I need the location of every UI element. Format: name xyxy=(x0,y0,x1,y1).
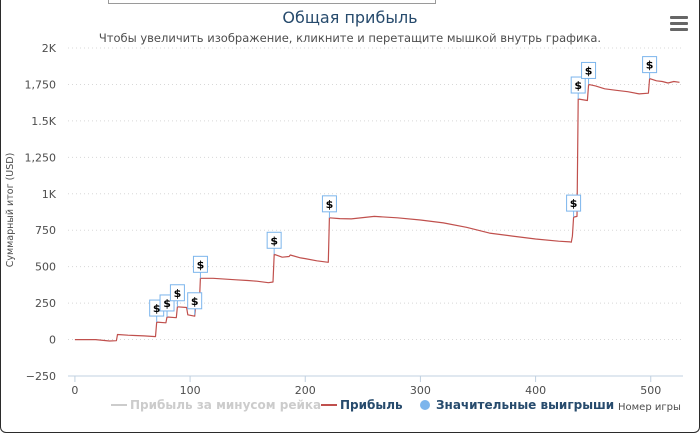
x-tick-label: 0 xyxy=(71,384,78,397)
big-win-flag: $ xyxy=(169,284,185,307)
y-tick-label: 1,250 xyxy=(25,151,57,164)
big-win-flag: $ xyxy=(642,56,658,79)
big-win-flag: $ xyxy=(321,195,337,218)
x-tick-label: 500 xyxy=(640,384,661,397)
menu-bar xyxy=(670,28,688,31)
grid-lines xyxy=(68,47,683,377)
flag-label: $ xyxy=(646,59,654,72)
top-scrollbar-strip xyxy=(108,0,436,4)
flag-box xyxy=(187,292,203,310)
flag-box xyxy=(642,56,658,74)
profit-series-line xyxy=(74,77,680,342)
x-axis: 0 100 200 300 400 500 xyxy=(68,375,683,397)
flag-label: $ xyxy=(191,295,199,308)
flag-label: $ xyxy=(570,197,578,210)
flag-label: $ xyxy=(174,287,182,300)
legend-label-minus-rake: Прибыль за минусом рейка xyxy=(130,398,322,412)
legend-label-big-wins: Значительные выигрыши xyxy=(436,398,615,412)
legend-label-profit: Прибыль xyxy=(340,398,403,412)
flag-label: $ xyxy=(197,258,205,271)
flag-label: $ xyxy=(153,302,161,315)
y-tick-label: 750 xyxy=(35,224,56,237)
y-tick-label: 500 xyxy=(35,261,56,274)
flag-box xyxy=(581,61,597,79)
y-axis: −250 0 250 500 750 1K 1,250 1.5K 1,750 2K xyxy=(25,42,57,383)
y-tick-label: 250 xyxy=(35,297,56,310)
big-win-flag: $ xyxy=(192,255,208,279)
x-tick-label: 100 xyxy=(180,384,201,397)
plot-area[interactable] xyxy=(74,77,680,342)
legend: Прибыль за минусом рейка Прибыль Значите… xyxy=(0,397,700,415)
y-tick-label: 1K xyxy=(42,188,57,201)
flag-label: $ xyxy=(326,198,334,211)
menu-bar xyxy=(670,22,688,25)
flag-box xyxy=(566,194,582,212)
flag-label: $ xyxy=(585,64,593,77)
big-win-flag: $ xyxy=(581,61,597,85)
flag-box xyxy=(169,284,185,302)
circle-icon xyxy=(420,400,430,410)
x-tick-label: 300 xyxy=(410,384,431,397)
line-icon xyxy=(321,404,337,406)
chart-subtitle: Чтобы увеличить изображение, кликните и … xyxy=(98,31,602,45)
flag-box xyxy=(266,231,282,249)
big-win-flag: $ xyxy=(187,292,203,315)
line-icon xyxy=(111,404,127,406)
y-tick-label: 0 xyxy=(49,334,56,347)
flag-label: $ xyxy=(163,297,171,310)
flag-label: $ xyxy=(270,234,278,247)
x-axis-title: Номер игры xyxy=(618,402,681,413)
menu-bar xyxy=(670,16,688,19)
y-axis-title: Суммарный итог (USD) xyxy=(5,153,16,268)
flag-box xyxy=(321,195,337,213)
y-tick-label: 1.5K xyxy=(31,115,56,128)
hamburger-menu-icon[interactable] xyxy=(670,16,688,32)
flag-box xyxy=(570,76,586,94)
y-tick-label: 1,750 xyxy=(25,78,57,91)
chart-title: Общая прибыль xyxy=(282,8,418,27)
big-win-markers[interactable]: $ $$$$$$ $$$ $ xyxy=(149,56,658,323)
flag-box xyxy=(192,255,208,273)
flag-label: $ xyxy=(574,79,582,92)
x-tick-label: 200 xyxy=(295,384,316,397)
y-tick-label: 2K xyxy=(42,42,57,55)
x-tick-label: 400 xyxy=(525,384,546,397)
big-win-flag: $ xyxy=(266,231,282,255)
big-win-flag: $ xyxy=(570,76,586,100)
big-win-flag: $ xyxy=(566,194,582,218)
y-tick-label: −250 xyxy=(26,370,56,383)
